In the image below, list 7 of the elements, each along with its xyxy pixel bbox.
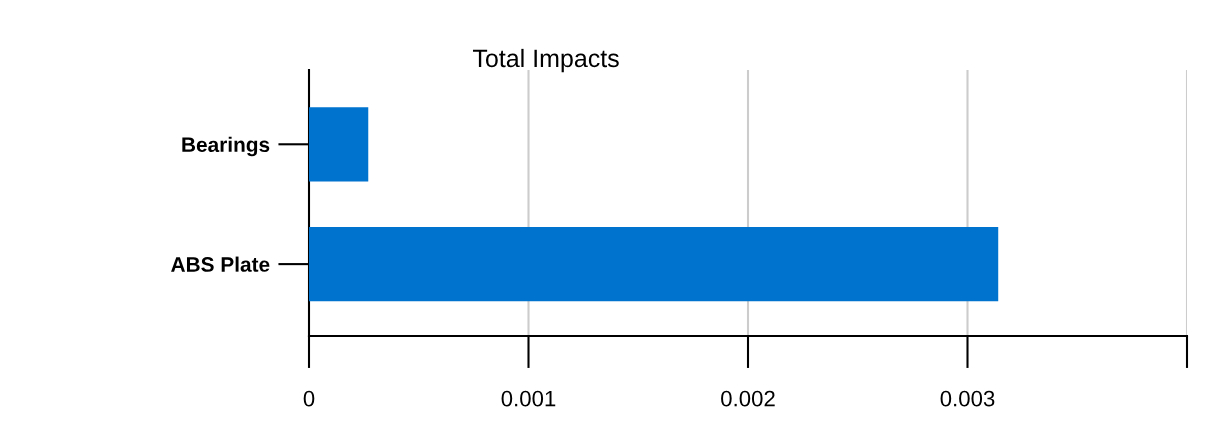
x-tick-label: 0 <box>303 390 315 407</box>
x-tick-label: 0.002 <box>721 390 775 407</box>
y-tick-label: Bearings <box>182 136 270 157</box>
chart-title: Total Impacts <box>472 48 619 73</box>
y-tick-label: ABS Plate <box>171 256 270 272</box>
x-tick-label: 0.003 <box>940 390 995 407</box>
x-tick-label: 0.001 <box>501 390 556 407</box>
